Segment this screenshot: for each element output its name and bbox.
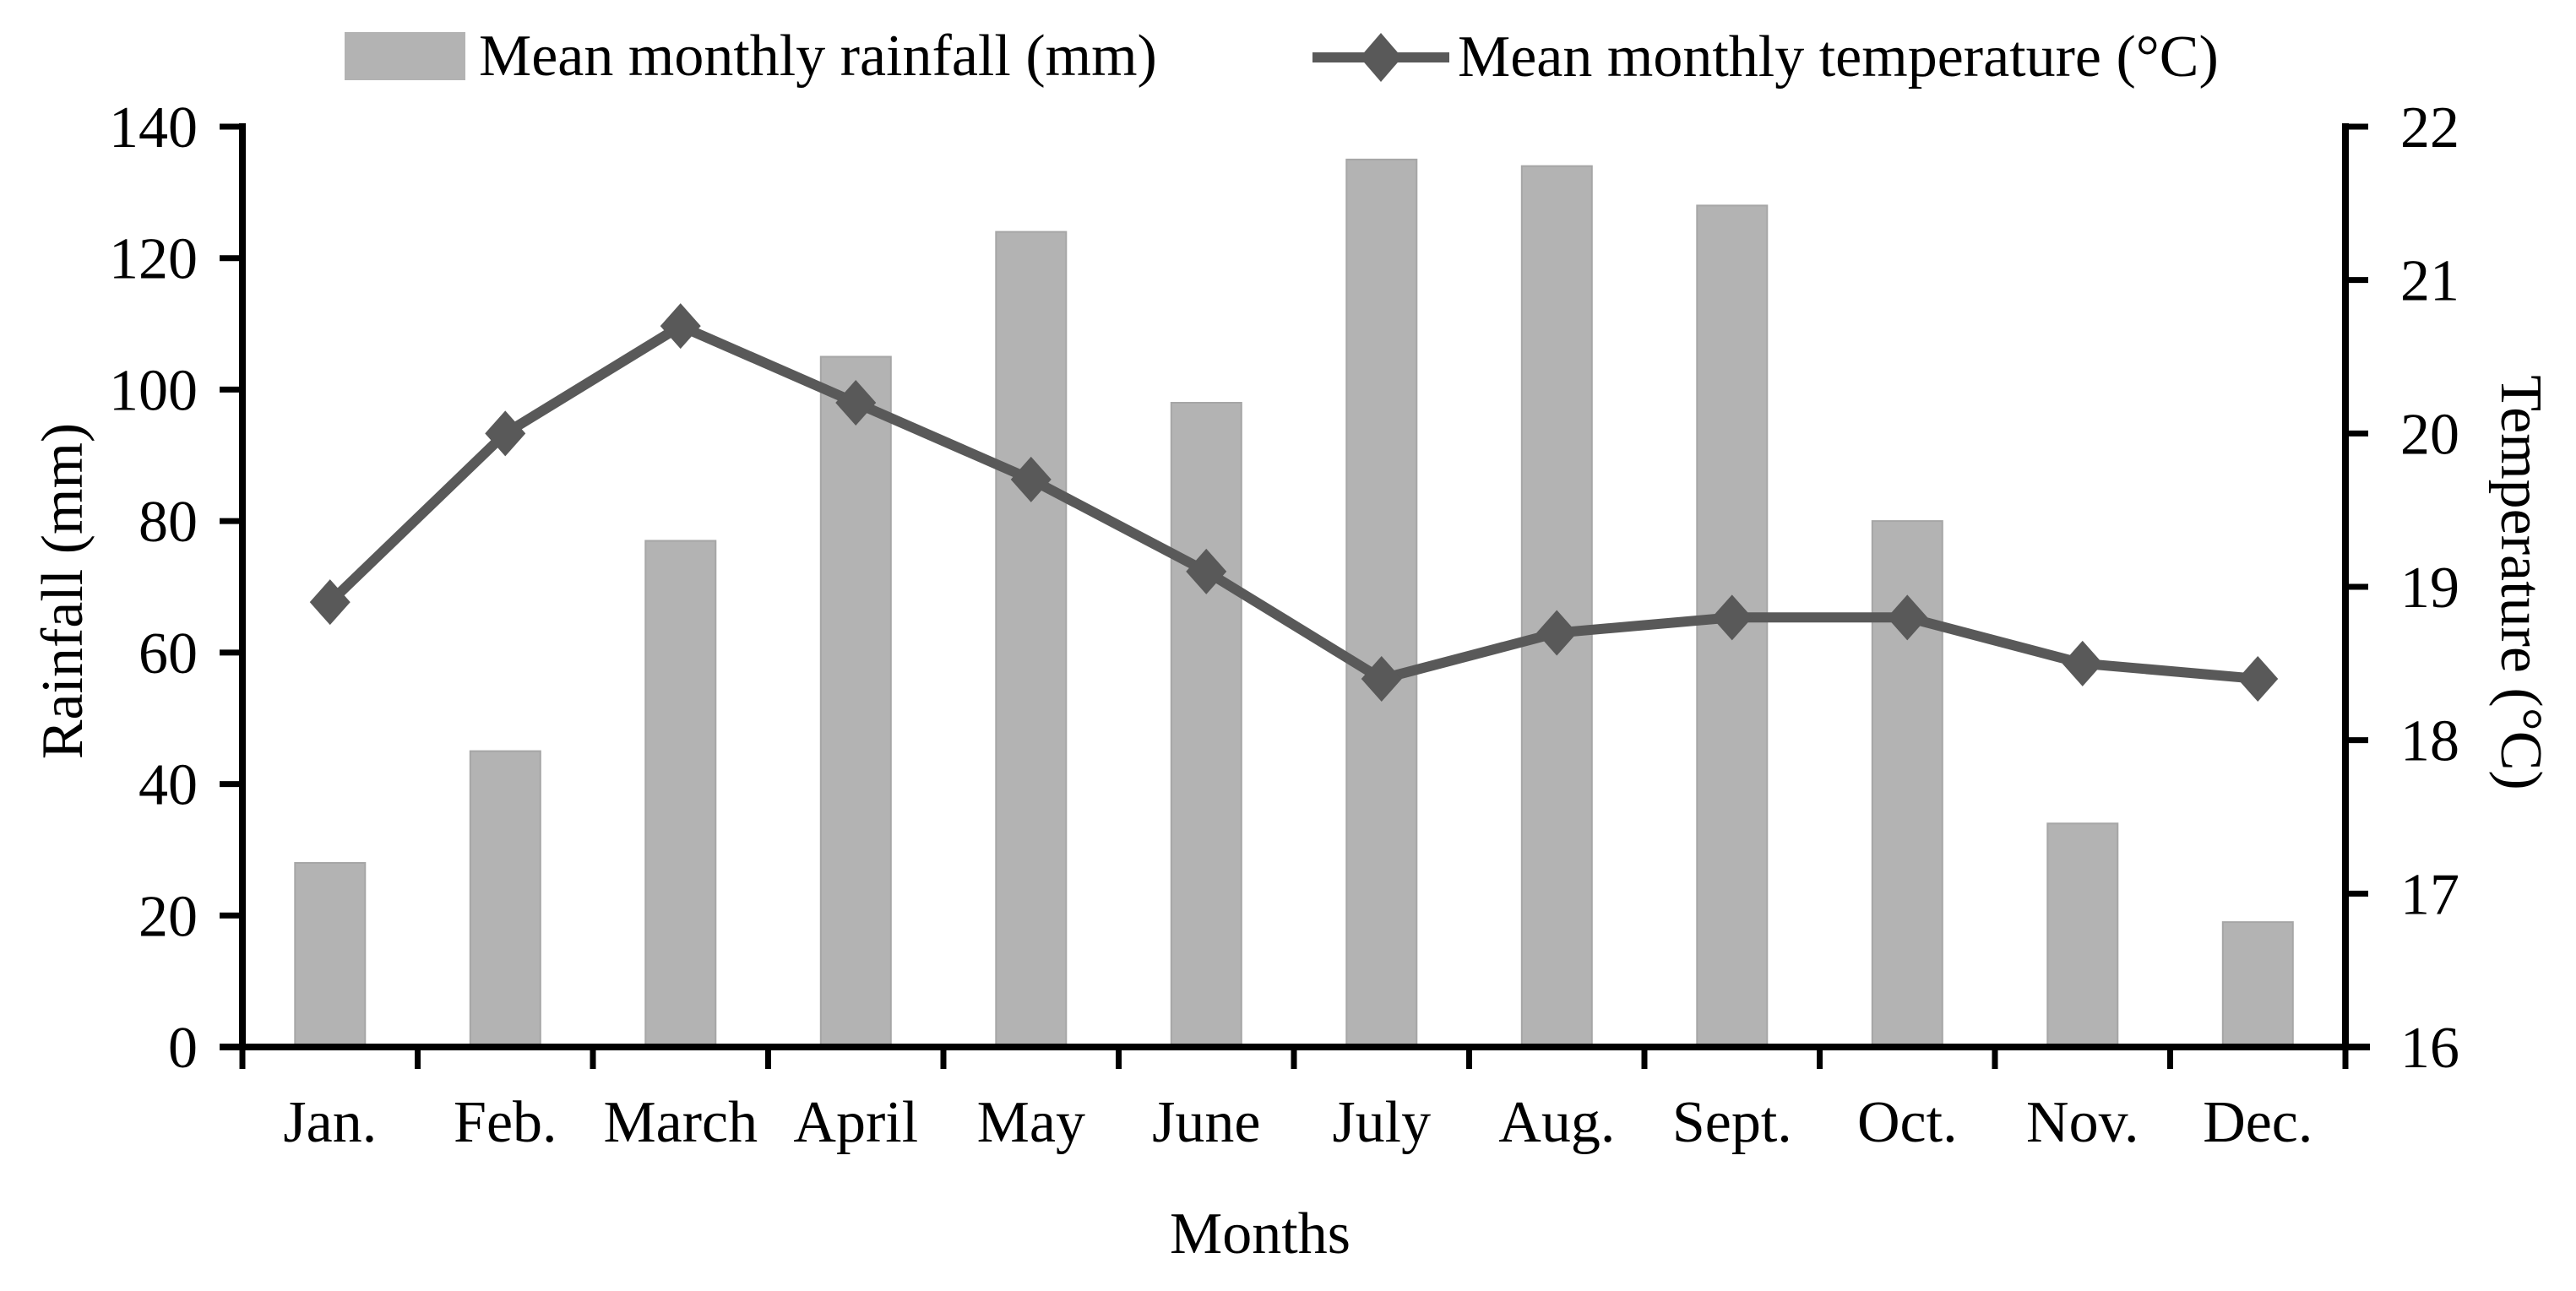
axes bbox=[220, 123, 2370, 1069]
rainfall-bar-June bbox=[1170, 402, 1242, 1048]
left-tick-label: 100 bbox=[109, 358, 198, 423]
month-label-Feb: Feb. bbox=[454, 1090, 557, 1155]
month-label-April: April bbox=[793, 1090, 918, 1155]
legend-label-temperature: Mean monthly temperature (°C) bbox=[1458, 24, 2219, 90]
temperature-marker-May bbox=[1010, 456, 1052, 502]
rainfall-bar-Jan bbox=[294, 862, 367, 1048]
left-tick-label: 140 bbox=[109, 95, 198, 160]
temperature-marker-March bbox=[660, 303, 701, 350]
left-tick-label: 120 bbox=[109, 227, 198, 292]
month-label-Nov: Nov. bbox=[2026, 1090, 2139, 1155]
month-label-May: May bbox=[977, 1090, 1085, 1155]
month-label-Jan: Jan. bbox=[283, 1090, 377, 1155]
x-axis-title: Months bbox=[1170, 1201, 1350, 1267]
rainfall-legend-swatch-icon bbox=[345, 32, 465, 81]
temperature-marker-Oct bbox=[1887, 594, 1928, 641]
right-tick-label: 19 bbox=[2400, 556, 2459, 621]
left-tick-label: 40 bbox=[139, 753, 198, 818]
left-tick-label: 20 bbox=[139, 884, 198, 949]
temperature-marker-Nov bbox=[2062, 640, 2103, 686]
legend-item-temperature: Mean monthly temperature (°C) bbox=[1311, 25, 2219, 90]
temperature-marker-Sept bbox=[1711, 594, 1753, 641]
legend-label-rainfall: Mean monthly rainfall (mm) bbox=[479, 24, 1157, 89]
left-tick-label: 80 bbox=[139, 490, 198, 555]
temperature-marker-June bbox=[1186, 548, 1227, 594]
temperature-line bbox=[324, 320, 2264, 685]
month-label-March: March bbox=[603, 1090, 758, 1155]
rainfall-bar-May bbox=[995, 231, 1068, 1049]
rainfall-bar-July bbox=[1345, 158, 1418, 1048]
left-axis-title: Rainfall (mm) bbox=[30, 422, 95, 760]
month-label-Oct: Oct. bbox=[1857, 1090, 1958, 1155]
axis-labels: 0 20 40 60 80 100 120 140 16 17 18 19 20 21 22 Jan. Feb.… bbox=[109, 95, 2459, 1155]
temperature-marker-Feb bbox=[485, 410, 526, 457]
left-tick-label: 0 bbox=[168, 1016, 198, 1081]
temperature-marker-Jan bbox=[309, 579, 351, 626]
temperature-marker-Dec bbox=[2237, 656, 2279, 702]
right-tick-label: 21 bbox=[2400, 249, 2459, 314]
month-label-Dec: Dec. bbox=[2203, 1090, 2312, 1155]
right-tick-label: 17 bbox=[2400, 862, 2459, 927]
left-tick-label: 60 bbox=[139, 621, 198, 686]
right-tick-label: 20 bbox=[2400, 402, 2459, 467]
rainfall-bar-Aug bbox=[1520, 165, 1593, 1049]
temperature-series bbox=[309, 303, 2279, 702]
temperature-marker-Aug bbox=[1536, 610, 1578, 656]
month-label-July: July bbox=[1332, 1090, 1431, 1155]
rainfall-bar-Nov bbox=[2046, 822, 2119, 1048]
month-label-Sept: Sept. bbox=[1672, 1090, 1792, 1155]
rainfall-bars bbox=[294, 158, 2294, 1049]
rainfall-bar-March bbox=[644, 540, 717, 1048]
month-label-June: June bbox=[1152, 1090, 1260, 1155]
rainfall-bar-Dec bbox=[2221, 921, 2294, 1048]
temperature-marker-April bbox=[835, 380, 877, 426]
temperature-marker-July bbox=[1361, 656, 1402, 702]
rainfall-bar-April bbox=[819, 355, 892, 1048]
month-label-Aug: Aug. bbox=[1498, 1090, 1615, 1155]
right-tick-label: 16 bbox=[2400, 1016, 2459, 1081]
right-tick-label: 22 bbox=[2400, 95, 2459, 160]
right-tick-label: 18 bbox=[2400, 709, 2459, 774]
legend-item-rainfall: Mean monthly rainfall (mm) bbox=[345, 25, 1157, 88]
temperature-legend-marker-icon bbox=[1312, 33, 1449, 82]
right-axis-title: Temperature (°C) bbox=[2488, 375, 2553, 790]
rainfall-bar-Feb bbox=[469, 750, 541, 1048]
